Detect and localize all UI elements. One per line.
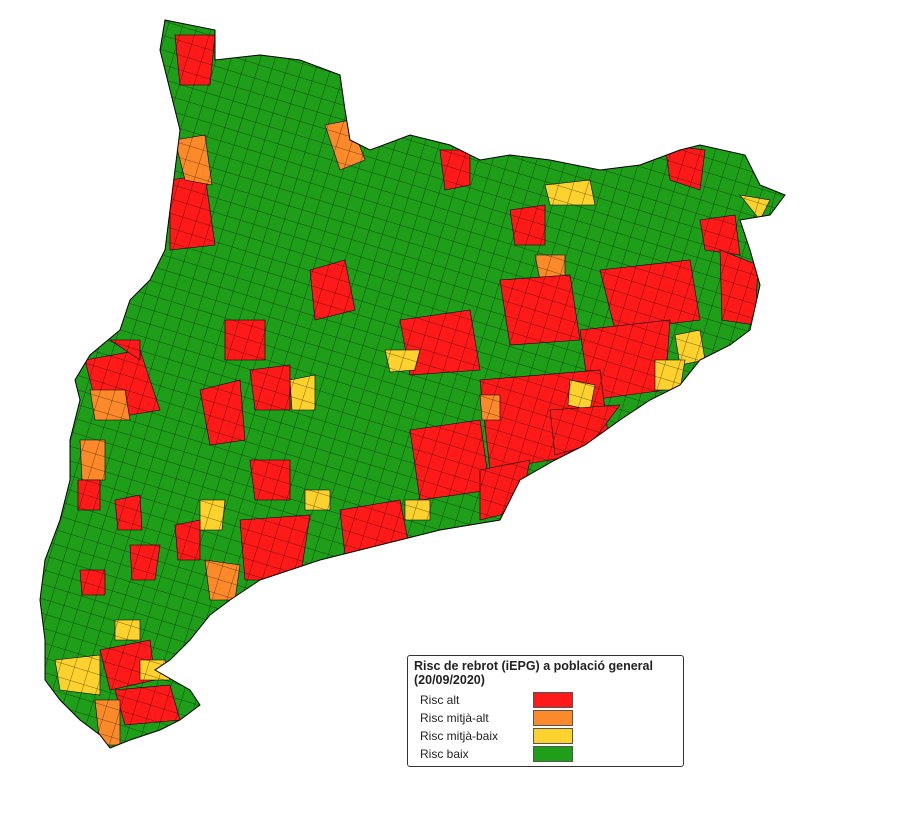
legend-swatch <box>533 746 573 762</box>
legend-label: Risc alt <box>420 693 460 707</box>
legend-swatch <box>533 710 573 726</box>
legend-item: Risc mitjà-baix <box>420 728 573 745</box>
legend-label: Risc mitjà-alt <box>420 711 489 725</box>
legend-label: Risc mitjà-baix <box>420 729 499 743</box>
legend-item: Risc baix <box>420 746 573 763</box>
legend: Risc de rebrot (iEPG) a població general… <box>407 655 684 767</box>
legend-title: Risc de rebrot (iEPG) a població general <box>414 659 653 673</box>
legend-swatch <box>533 728 573 744</box>
legend-subtitle: (20/09/2020) <box>414 673 485 687</box>
legend-swatch <box>533 692 573 708</box>
legend-label: Risc baix <box>420 747 469 761</box>
legend-item: Risc mitjà-alt <box>420 710 573 727</box>
legend-item: Risc alt <box>420 692 573 709</box>
